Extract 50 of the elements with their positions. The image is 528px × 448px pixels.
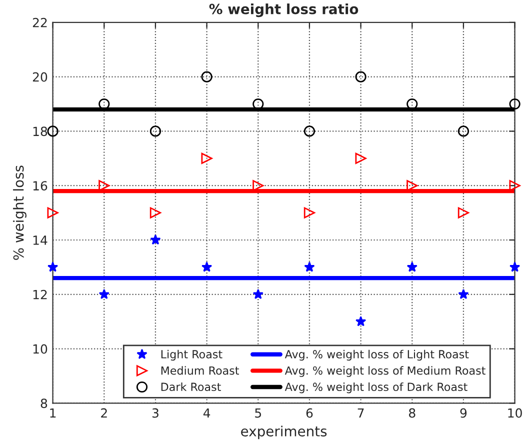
x-tick-label: 6 xyxy=(306,408,313,418)
legend-label: Avg. % weight loss of Dark Roast xyxy=(284,382,468,394)
point xyxy=(509,262,520,272)
point xyxy=(150,126,162,137)
point xyxy=(252,288,264,300)
point xyxy=(304,262,315,272)
legend-label: Medium Roast xyxy=(161,366,239,375)
point xyxy=(355,152,366,164)
x-tick-label: 2 xyxy=(101,408,107,418)
x-tick-label: 9 xyxy=(460,408,467,418)
point xyxy=(304,207,316,218)
x-tick-label: 3 xyxy=(152,408,158,418)
point xyxy=(150,207,162,218)
point xyxy=(150,234,161,245)
y-tick-label: 20 xyxy=(32,72,48,82)
point xyxy=(355,71,366,82)
point xyxy=(201,71,212,82)
point xyxy=(509,98,520,110)
point xyxy=(458,288,469,300)
point xyxy=(47,126,58,137)
point xyxy=(98,288,110,300)
point xyxy=(47,262,58,272)
legend-label: Avg. % weight loss of Medium Roast xyxy=(284,366,486,377)
y-tick-label: 18 xyxy=(33,126,48,136)
legend-label: Avg. % weight loss of Light Roast xyxy=(284,350,469,361)
y-tick-label: 12 xyxy=(33,290,47,300)
point xyxy=(201,152,212,164)
x-tick-label: 8 xyxy=(409,408,416,418)
legend-label: Light Roast xyxy=(161,350,222,361)
y-tick-label: 22 xyxy=(32,18,47,28)
point xyxy=(458,207,470,218)
y-tick-label: 16 xyxy=(33,181,48,191)
y-tick-label: 8 xyxy=(40,398,48,408)
point xyxy=(406,262,418,272)
x-tick-label: 4 xyxy=(203,408,210,418)
x-tick-label: 10 xyxy=(508,408,522,418)
x-tick-label: 7 xyxy=(358,408,364,418)
x-tick-label: 5 xyxy=(255,408,262,418)
y-axis-title: % weight loss xyxy=(13,166,26,260)
point xyxy=(458,126,470,137)
point xyxy=(201,262,212,272)
x-tick-label: 1 xyxy=(50,408,56,418)
y-tick-label: 14 xyxy=(33,236,48,245)
x-axis-title: experiments xyxy=(241,426,327,440)
legend-label: Dark Roast xyxy=(161,382,221,392)
point xyxy=(47,207,58,218)
y-tick-label: 10 xyxy=(33,344,48,354)
point xyxy=(304,126,316,137)
chart-title: % weight loss ratio xyxy=(209,4,358,18)
point xyxy=(355,316,366,326)
